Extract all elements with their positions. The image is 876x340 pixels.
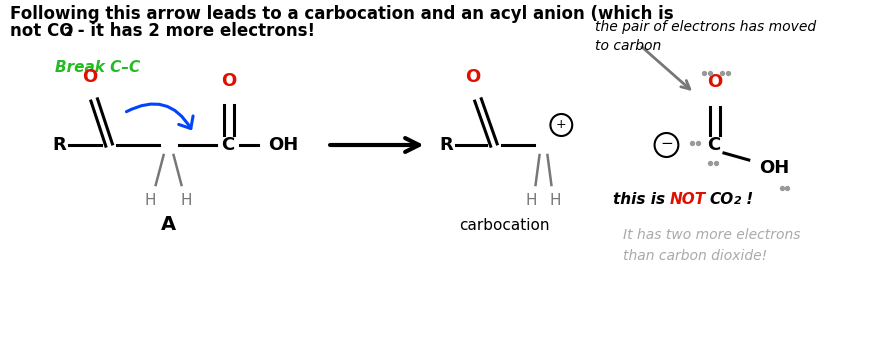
Text: +: +	[556, 119, 567, 132]
Text: NOT: NOT	[669, 192, 705, 207]
Point	[691, 140, 705, 146]
Text: carbocation: carbocation	[460, 218, 550, 233]
Text: C: C	[222, 136, 235, 154]
Point	[703, 70, 717, 76]
Text: CO: CO	[709, 192, 733, 207]
Point	[781, 185, 795, 191]
Point	[703, 160, 717, 166]
Text: OH: OH	[268, 136, 298, 154]
Text: Following this arrow leads to a carbocation and an acyl anion (which is: Following this arrow leads to a carbocat…	[10, 5, 674, 23]
Text: A: A	[161, 216, 176, 235]
Text: not CO: not CO	[10, 22, 74, 40]
Point	[721, 70, 735, 76]
Text: H: H	[549, 193, 562, 208]
Point	[715, 70, 729, 76]
Text: 2: 2	[734, 196, 742, 206]
Text: C: C	[708, 136, 721, 154]
Text: - it has 2 more electrons!: - it has 2 more electrons!	[73, 22, 315, 40]
Text: H: H	[145, 193, 157, 208]
Text: OH: OH	[759, 159, 789, 177]
Text: Break C–C: Break C–C	[54, 60, 140, 75]
Text: −: −	[661, 136, 673, 152]
Text: O: O	[708, 73, 723, 91]
Text: O: O	[81, 68, 97, 86]
Point	[774, 185, 788, 191]
Text: 2: 2	[65, 26, 73, 39]
Text: H: H	[180, 193, 192, 208]
Point	[697, 70, 711, 76]
Text: R: R	[53, 136, 67, 154]
FancyArrowPatch shape	[126, 104, 193, 129]
Point	[709, 160, 723, 166]
Text: the pair of electrons has moved
to carbon: the pair of electrons has moved to carbo…	[595, 20, 816, 53]
Text: H: H	[526, 193, 537, 208]
Text: !: !	[741, 192, 753, 207]
Text: O: O	[465, 68, 481, 86]
Text: this is: this is	[613, 192, 670, 207]
Text: R: R	[440, 136, 453, 154]
Text: O: O	[222, 72, 237, 90]
Point	[685, 140, 699, 146]
Text: It has two more electrons
than carbon dioxide!: It has two more electrons than carbon di…	[623, 228, 801, 262]
